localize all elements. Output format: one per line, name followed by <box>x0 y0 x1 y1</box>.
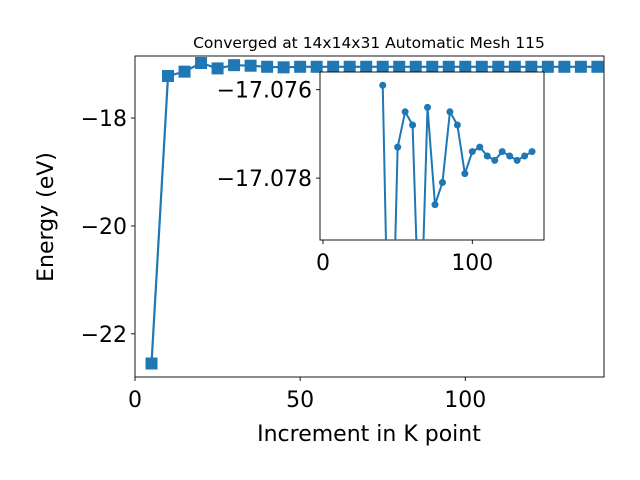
main-data-point <box>558 60 571 73</box>
main-x-tick-label: 0 <box>128 388 142 413</box>
main-series-line <box>150 61 598 364</box>
main-data-point <box>360 60 373 73</box>
inset-data-point <box>468 148 476 156</box>
main-data-point <box>343 60 356 73</box>
chart-title: Converged at 14x14x31 Automatic Mesh 115 <box>193 34 545 52</box>
main-data-point <box>541 60 554 73</box>
main-data-point <box>310 60 323 73</box>
main-data-point <box>277 61 290 74</box>
inset-y-tick-label: −17.076 <box>217 79 312 104</box>
inset-data-point <box>491 156 499 164</box>
main-data-point <box>145 357 158 370</box>
main-data-point <box>244 59 257 72</box>
inset-data-point <box>453 121 461 129</box>
inset-x-tick-label: 0 <box>316 251 330 276</box>
main-data-point <box>294 60 307 73</box>
main-data-point <box>574 60 587 73</box>
main-data-point <box>261 60 274 73</box>
main-data-point <box>393 60 406 73</box>
main-data-point <box>591 60 604 73</box>
inset-data-point <box>379 81 387 89</box>
inset-data-point <box>528 148 536 156</box>
main-data-point <box>426 60 439 73</box>
inset-data-point <box>424 103 432 111</box>
main-data-point <box>525 60 538 73</box>
main-y-tick-label: −22 <box>81 323 127 348</box>
main-data-point <box>459 60 472 73</box>
main-y-tick-label: −18 <box>81 107 127 132</box>
inset-data-point <box>513 156 521 164</box>
inset-data-point <box>498 148 506 156</box>
main-data-point <box>211 62 224 75</box>
main-data-point <box>475 60 488 73</box>
main-y-tick-label: −20 <box>81 215 127 240</box>
main-data-point <box>409 60 422 73</box>
inset-data-point <box>521 152 529 160</box>
main-x-tick-label: 100 <box>444 388 486 413</box>
inset-data-point <box>401 108 409 116</box>
main-data-point <box>195 57 208 70</box>
main-data-point <box>442 60 455 73</box>
inset-data-point <box>431 201 439 209</box>
main-data-point <box>508 60 521 73</box>
inset-y-tick-label: −17.078 <box>217 167 312 192</box>
inset-data-point <box>438 179 446 187</box>
main-data-point <box>327 60 340 73</box>
main-data-point <box>228 59 241 72</box>
inset-plot: 0 100 −17.078 −17.076 <box>217 71 545 276</box>
inset-data-point <box>461 170 469 178</box>
main-data <box>145 57 604 370</box>
inset-data-point <box>409 121 417 129</box>
x-axis-title: Increment in K point <box>257 422 481 447</box>
inset-data <box>379 81 536 240</box>
inset-data-point <box>446 108 454 116</box>
y-axis-title: Energy (eV) <box>34 152 59 282</box>
main-data-point <box>492 60 505 73</box>
main-data-point <box>178 65 191 78</box>
inset-data-point <box>394 143 402 151</box>
main-x-tick-label: 50 <box>286 388 314 413</box>
main-data-point <box>162 69 175 82</box>
main-data-point <box>376 60 389 73</box>
inset-data-point <box>476 143 484 151</box>
inset-x-tick-label: 100 <box>451 251 493 276</box>
inset-data-point <box>506 152 514 160</box>
inset-data-point <box>483 152 491 160</box>
